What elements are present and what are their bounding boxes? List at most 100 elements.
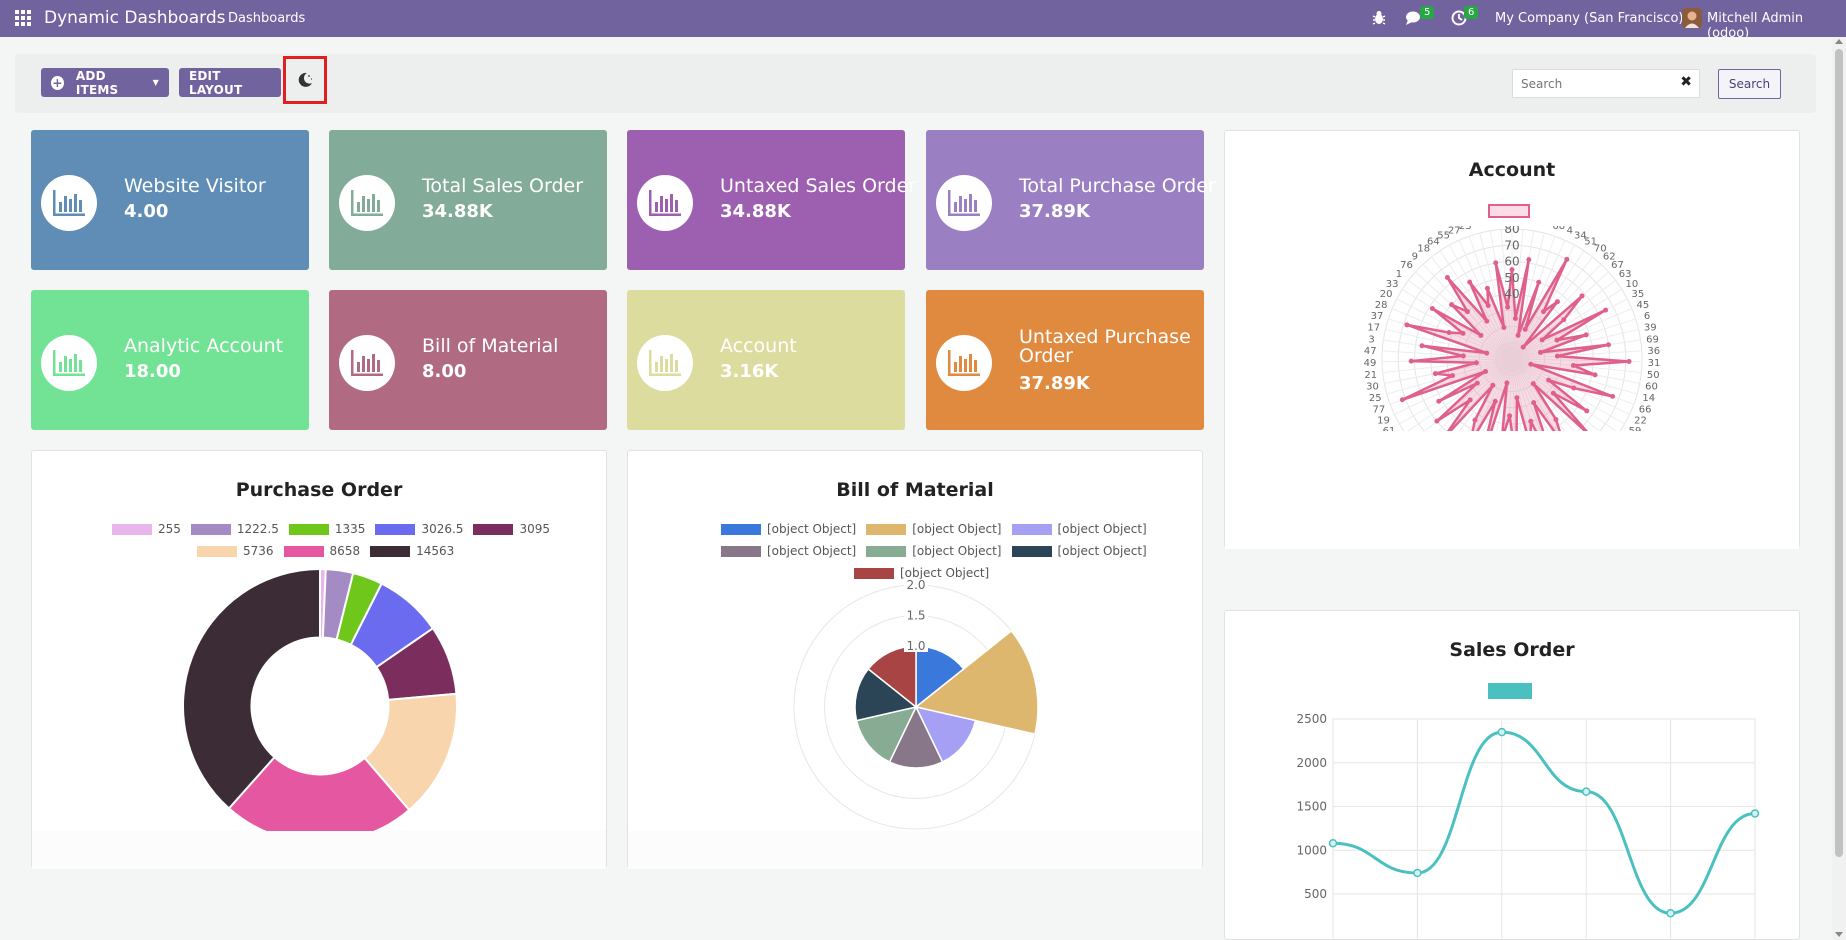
radar-point[interactable] — [1626, 358, 1632, 364]
legend-item[interactable]: [object Object] — [721, 522, 856, 536]
company-switcher[interactable]: My Company (San Francisco) — [1495, 11, 1684, 26]
radar-point[interactable] — [1528, 361, 1534, 367]
legend-item[interactable]: 5736 — [197, 544, 274, 558]
legend-item[interactable]: [object Object] — [854, 566, 989, 580]
radar-point[interactable] — [1554, 337, 1560, 343]
radar-point[interactable] — [1460, 353, 1466, 359]
purchase-order-doughnut-chart[interactable] — [32, 563, 608, 863]
radar-point[interactable] — [1514, 395, 1520, 401]
radar-point[interactable] — [1483, 368, 1489, 374]
radar-point[interactable] — [1467, 397, 1473, 403]
radar-point[interactable] — [1490, 382, 1496, 388]
radar-point[interactable] — [1485, 303, 1491, 309]
radar-point[interactable] — [1484, 285, 1490, 291]
line-point[interactable] — [1581, 787, 1591, 796]
radar-point[interactable] — [1526, 257, 1532, 263]
kpi-tile[interactable]: Website Visitor 4.00 — [31, 130, 309, 270]
legend-item[interactable]: [object Object] — [721, 544, 856, 558]
user-menu[interactable]: Mitchell Admin (odoo) — [1707, 11, 1804, 41]
legend-item[interactable]: 1335 — [288, 522, 365, 536]
add-items-button[interactable]: + ADD ITEMS ▼ — [41, 68, 169, 97]
kpi-tile[interactable]: Analytic Account 18.00 — [31, 290, 309, 430]
polar-slice[interactable] — [854, 667, 918, 722]
radar-point[interactable] — [1603, 307, 1609, 313]
sales-order-line-chart[interactable]: 2500 2000 1500 1000 500 — [1225, 701, 1801, 940]
app-name[interactable]: Dynamic Dashboards — [44, 8, 226, 28]
clear-search-icon[interactable]: ✖ — [1680, 74, 1692, 90]
radar-point[interactable] — [1540, 309, 1546, 315]
legend-item[interactable]: [object Object] — [866, 522, 1002, 536]
radar-point[interactable] — [1584, 408, 1590, 414]
radar-point[interactable] — [1579, 293, 1585, 299]
account-legend-swatch[interactable] — [1488, 204, 1530, 218]
radar-point[interactable] — [1515, 332, 1521, 338]
radar-point[interactable] — [1408, 358, 1414, 364]
radar-point[interactable] — [1530, 381, 1536, 387]
radar-point[interactable] — [1570, 362, 1576, 368]
radar-point[interactable] — [1554, 353, 1560, 359]
radar-point[interactable] — [1507, 413, 1513, 419]
radar-point[interactable] — [1505, 304, 1511, 310]
line-point[interactable] — [1328, 839, 1338, 848]
radar-point[interactable] — [1522, 326, 1528, 332]
radar-point[interactable] — [1583, 332, 1589, 338]
radar-point[interactable] — [1446, 330, 1452, 336]
radar-point[interactable] — [1531, 400, 1537, 406]
radar-point[interactable] — [1520, 344, 1526, 350]
legend-item[interactable]: 1222.5 — [190, 522, 279, 536]
sales-line[interactable] — [1332, 730, 1756, 915]
account-radar-chart[interactable]: 7454297168434517062676310354563969363150… — [1225, 226, 1801, 516]
polar-slice[interactable] — [855, 705, 918, 763]
radar-point[interactable] — [1436, 398, 1442, 404]
radar-point[interactable] — [1473, 360, 1479, 366]
menu-item-dashboards[interactable]: Dashboards — [228, 11, 306, 26]
app-grid-icon[interactable] — [15, 10, 31, 26]
legend-item[interactable]: [object Object] — [1011, 522, 1147, 536]
legend-item[interactable]: 8658 — [283, 544, 360, 558]
debug-bug-icon[interactable] — [1372, 10, 1386, 26]
radar-point[interactable] — [1504, 380, 1510, 386]
legend-item[interactable]: 3095 — [473, 522, 550, 536]
radar-point[interactable] — [1571, 385, 1577, 391]
kpi-tile[interactable]: Total Sales Order 34.88K — [329, 130, 607, 270]
avatar[interactable] — [1682, 8, 1702, 28]
radar-point[interactable] — [1484, 318, 1490, 324]
legend-item[interactable]: 255 — [112, 522, 181, 536]
search-button[interactable]: Search — [1718, 69, 1781, 99]
theme-toggle-button[interactable] — [283, 56, 327, 104]
radar-point[interactable] — [1404, 322, 1410, 328]
bill-of-material-polar-chart[interactable]: 2.0 1.5 1.0 — [628, 579, 1204, 869]
radar-point[interactable] — [1561, 317, 1567, 323]
line-point[interactable] — [1413, 868, 1422, 878]
kpi-tile[interactable]: Account 3.16K — [627, 290, 905, 430]
radar-point[interactable] — [1478, 332, 1484, 338]
line-point[interactable] — [1666, 909, 1675, 918]
radar-point[interactable] — [1460, 330, 1466, 336]
radar-point[interactable] — [1450, 373, 1456, 379]
legend-item[interactable]: [object Object] — [1011, 544, 1147, 558]
radar-point[interactable] — [1467, 279, 1473, 285]
radar-point[interactable] — [1554, 299, 1560, 305]
scroll-down-arrow[interactable] — [1835, 932, 1843, 937]
legend-item[interactable]: 14563 — [370, 544, 454, 558]
radar-point[interactable] — [1553, 416, 1559, 422]
scroll-up-arrow[interactable] — [1835, 39, 1843, 44]
radar-point[interactable] — [1465, 309, 1471, 315]
radar-point[interactable] — [1419, 343, 1425, 349]
radar-point[interactable] — [1501, 325, 1507, 331]
radar-point[interactable] — [1546, 377, 1552, 383]
radar-point[interactable] — [1432, 371, 1438, 377]
radar-point[interactable] — [1399, 397, 1405, 403]
page-scrollbar[interactable] — [1832, 37, 1846, 940]
radar-point[interactable] — [1605, 342, 1611, 348]
polar-slice[interactable] — [888, 705, 944, 769]
radar-point[interactable] — [1472, 417, 1478, 423]
radar-point[interactable] — [1434, 418, 1440, 424]
radar-point[interactable] — [1429, 305, 1435, 311]
radar-point[interactable] — [1512, 316, 1518, 322]
radar-point[interactable] — [1564, 256, 1570, 262]
radar-point[interactable] — [1537, 349, 1543, 355]
kpi-tile[interactable]: Untaxed Purchase Order 37.89K — [926, 290, 1204, 430]
radar-point[interactable] — [1492, 398, 1498, 404]
radar-point[interactable] — [1509, 267, 1515, 273]
